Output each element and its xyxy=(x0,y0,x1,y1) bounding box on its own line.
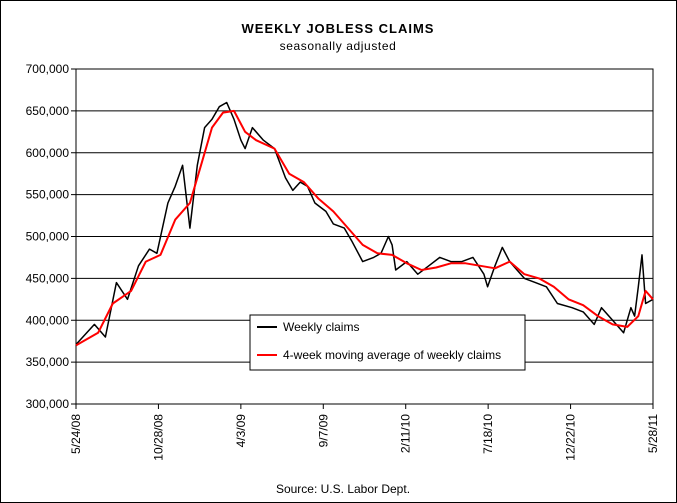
legend-label-weekly-claims: Weekly claims xyxy=(283,320,359,334)
legend: Weekly claims 4-week moving average of w… xyxy=(249,314,526,371)
chart-source: Source: U.S. Labor Dept. xyxy=(276,482,410,496)
y-axis-ticks: 700,000 650,000 600,000 550,000 500,000 450,0… xyxy=(26,62,76,411)
y-tick-label: 300,000 xyxy=(26,397,70,411)
y-tick-label: 700,000 xyxy=(26,62,70,76)
x-axis-ticks: 5/24/08 10/28/08 4/3/09 9/7/09 2/11/10 7/18/1… xyxy=(69,404,660,461)
y-tick-label: 450,000 xyxy=(26,271,70,285)
x-tick-label: 5/24/08 xyxy=(69,414,83,454)
y-tick-label: 600,000 xyxy=(26,146,70,160)
weekly-claims-line xyxy=(75,101,654,346)
x-tick-label: 9/7/09 xyxy=(316,414,330,448)
chart-title: WEEKLY JOBLESS CLAIMS xyxy=(242,21,435,36)
y-tick-label: 550,000 xyxy=(26,188,70,202)
x-tick-label: 4/3/09 xyxy=(234,414,248,448)
x-tick-label: 5/28/11 xyxy=(646,414,660,453)
chart-subtitle: seasonally adjusted xyxy=(280,39,397,53)
x-tick-label: 10/28/08 xyxy=(151,414,165,461)
series-lines xyxy=(75,101,654,347)
x-tick-label: 2/11/10 xyxy=(399,414,413,453)
y-tick-label: 500,000 xyxy=(26,230,70,244)
x-tick-label: 7/18/10 xyxy=(481,414,495,454)
y-tick-label: 400,000 xyxy=(26,313,70,327)
y-tick-label: 350,000 xyxy=(26,355,70,369)
legend-label-moving-average: 4-week moving average of weekly claims xyxy=(283,348,501,362)
x-tick-label: 12/22/10 xyxy=(564,414,578,461)
y-tick-label: 650,000 xyxy=(26,104,70,118)
moving-average-line xyxy=(75,109,654,347)
legend-box xyxy=(249,314,526,371)
